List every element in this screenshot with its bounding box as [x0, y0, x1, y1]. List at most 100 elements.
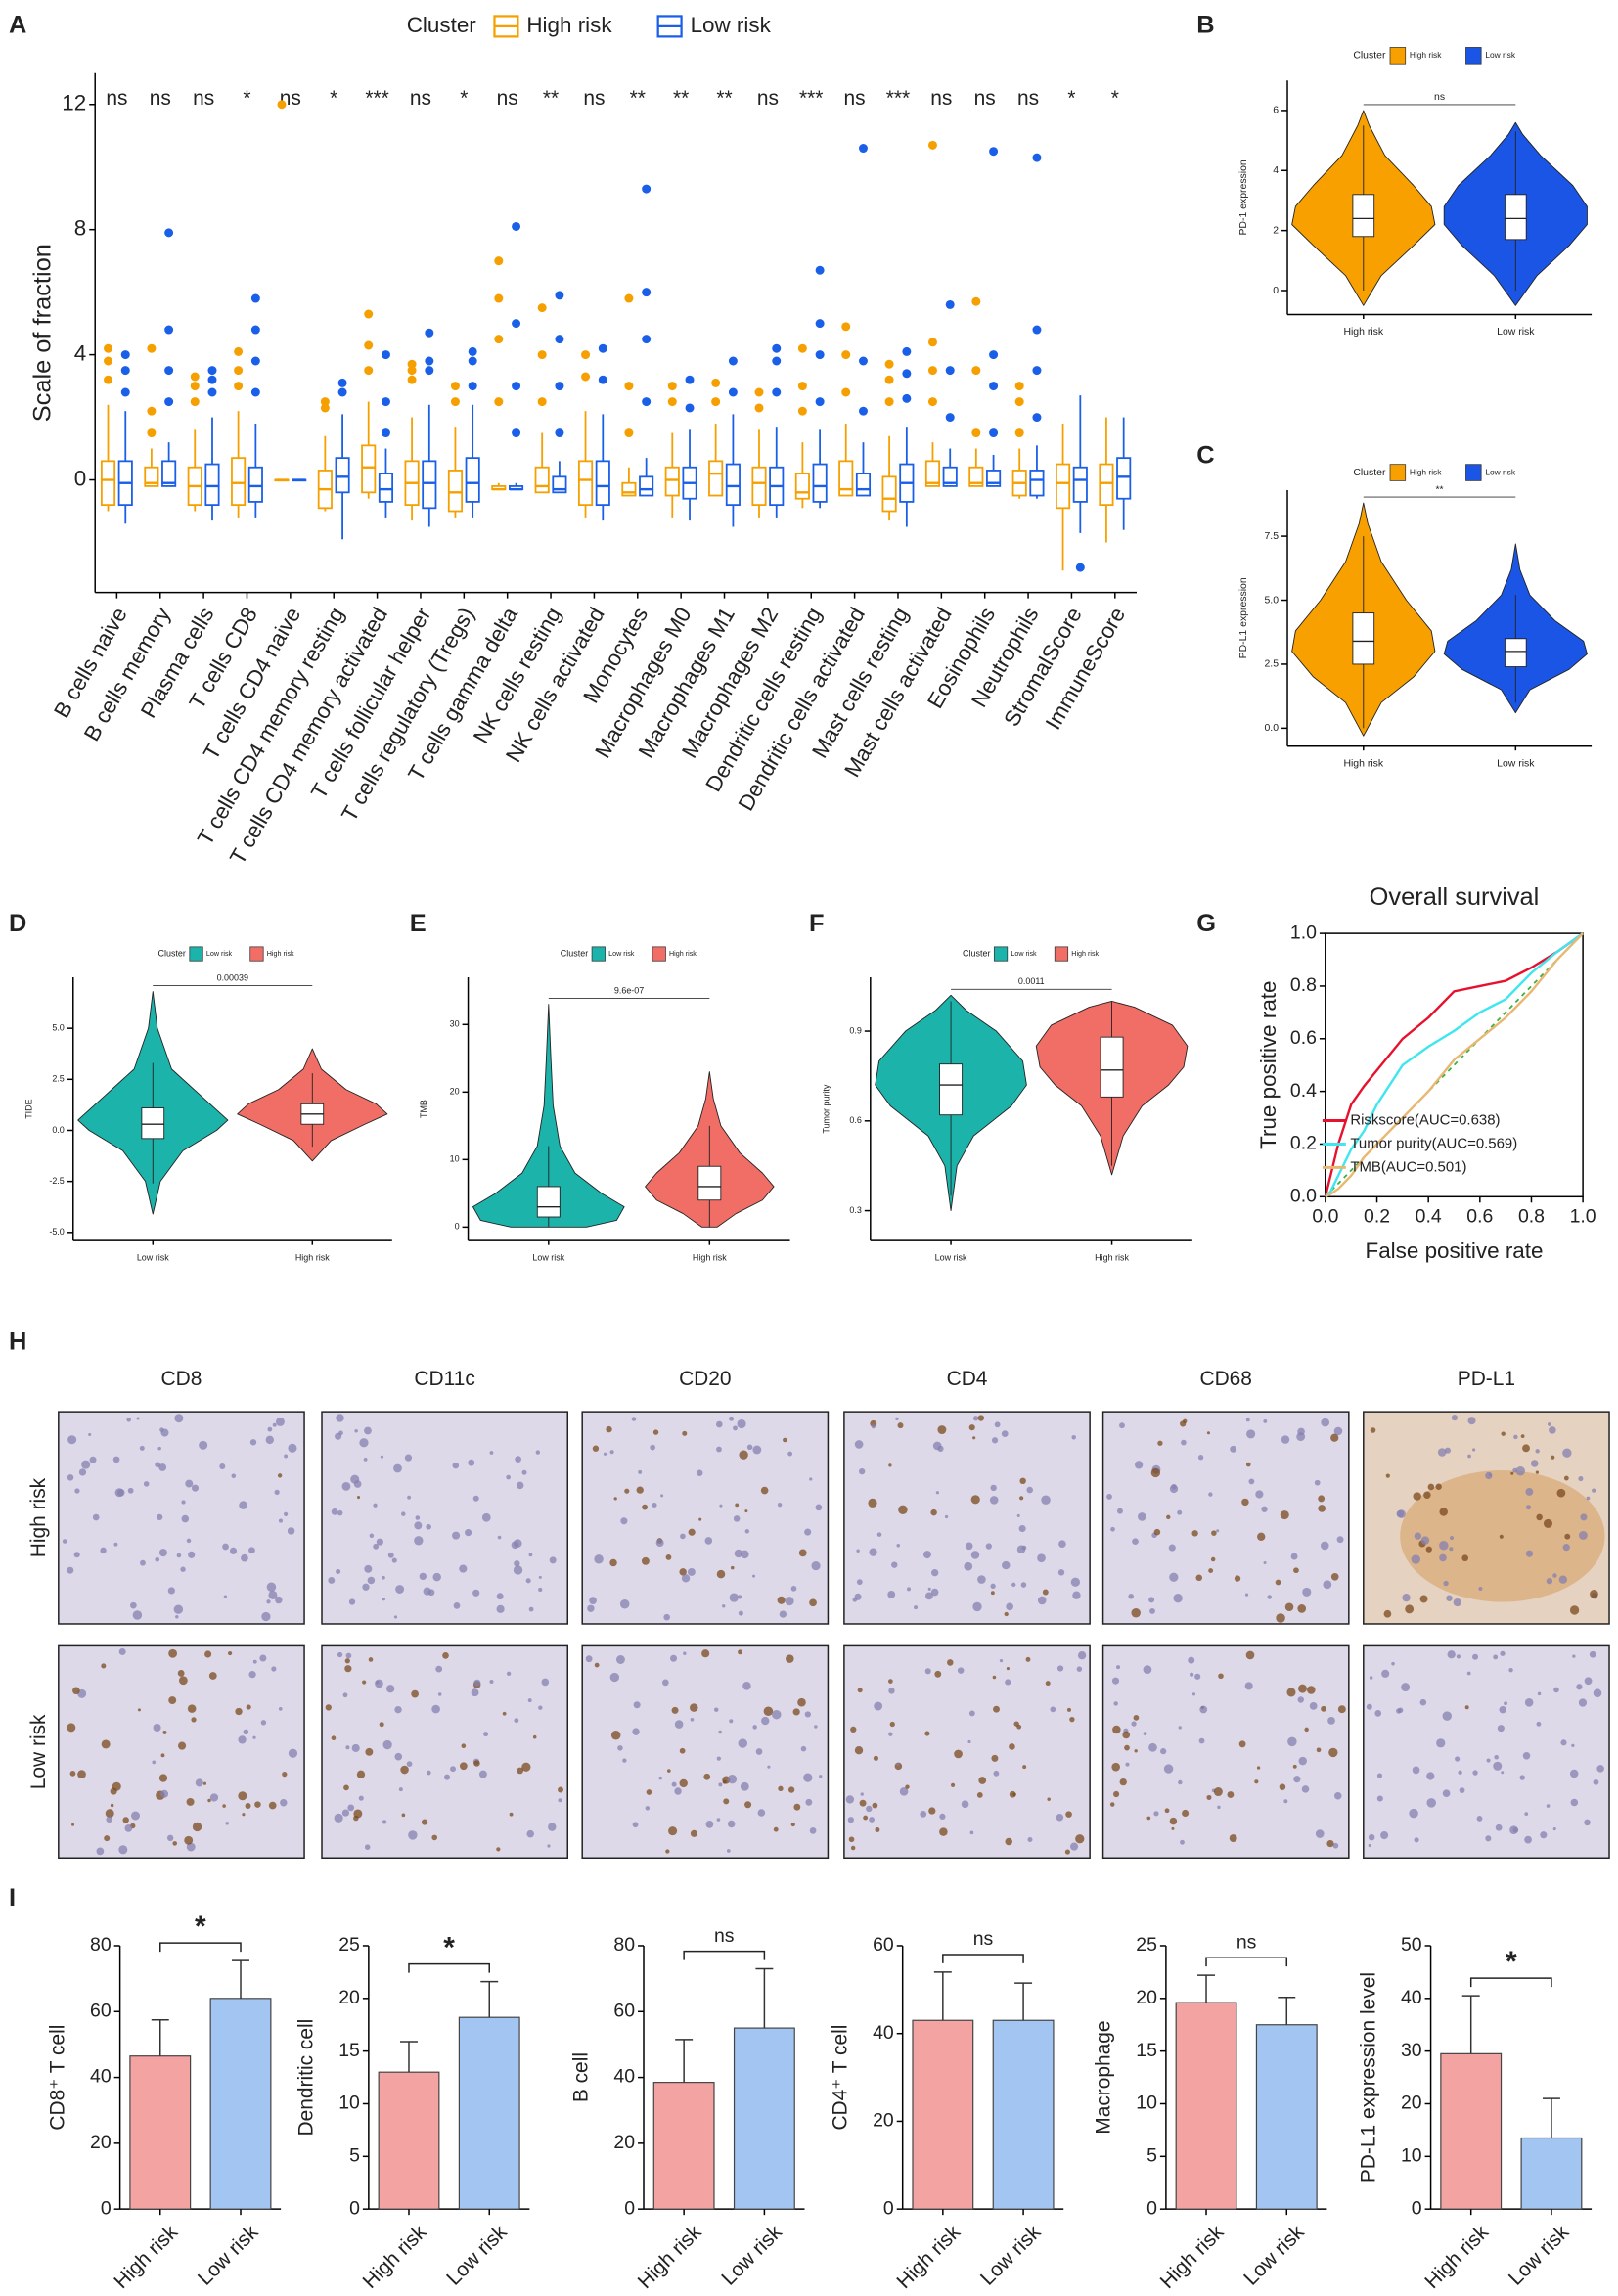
ihc-cell: [587, 1604, 595, 1612]
outlier: [120, 350, 130, 360]
ihc-frame: [58, 1644, 305, 1860]
y-tick-label: 10: [1401, 2144, 1422, 2166]
ihc-cell: [977, 1575, 986, 1584]
ihc-cell: [1524, 1812, 1529, 1817]
ihc-cell: [1037, 1553, 1046, 1563]
ihc-cell: [609, 1558, 617, 1567]
outlier: [1032, 153, 1042, 162]
ihc-cell: [850, 1726, 857, 1733]
y-tick-label: 8: [74, 216, 86, 241]
ihc-cell: [471, 1688, 479, 1697]
ihc-cell: [964, 1561, 973, 1571]
ihc-cell: [549, 1556, 557, 1564]
ihc-cell: [157, 1513, 163, 1521]
panel-label: E: [410, 910, 427, 937]
x-tick-label: High risk: [892, 2221, 965, 2293]
ihc-cell: [207, 1798, 211, 1803]
ihc-cell: [1132, 1538, 1139, 1546]
ihc-cell: [380, 1455, 384, 1459]
ihc-cell: [359, 1438, 369, 1448]
x-tick-label: High risk: [110, 2221, 182, 2293]
y-tick-label: 5.0: [1265, 595, 1280, 606]
ihc-cell: [1182, 1809, 1190, 1817]
box: [939, 1063, 964, 1116]
ihc-cell: [809, 1827, 817, 1834]
ihc-frame: [321, 1411, 568, 1625]
outlier: [667, 382, 677, 391]
x-tick-label: High risk: [1420, 2221, 1493, 2293]
ihc-cell: [1076, 1666, 1083, 1672]
significance-label: **: [673, 87, 689, 110]
bar: [733, 2027, 795, 2210]
outlier: [754, 403, 764, 413]
ihc-cell: [1306, 1686, 1316, 1694]
y-axis-label: True positive rate: [1256, 981, 1281, 1149]
ihc-cell: [1320, 1541, 1329, 1551]
ihc-cell: [1022, 1765, 1027, 1770]
outlier: [277, 100, 287, 110]
ihc-cell: [589, 1597, 597, 1604]
ihc-cell: [863, 1815, 869, 1821]
ihc-cell: [1178, 1779, 1183, 1785]
outlier: [147, 428, 157, 438]
outlier: [381, 428, 390, 438]
y-axis-label: Scale of fraction: [29, 244, 57, 422]
ihc-cell: [1576, 1684, 1583, 1690]
ihc-cell: [514, 1718, 519, 1724]
ihc-cell: [1254, 1779, 1259, 1784]
ihc-cell: [162, 1730, 167, 1734]
ihc-cell: [850, 1845, 856, 1851]
ihc-cell: [1590, 1590, 1598, 1598]
legend-title: Cluster: [158, 948, 186, 958]
ihc-cell: [1261, 1506, 1268, 1512]
ihc-cell: [362, 1583, 370, 1591]
ihc-cell: [1447, 1650, 1456, 1659]
ihc-cell: [1189, 1672, 1194, 1677]
outlier: [120, 366, 130, 376]
ihc-cell: [118, 1845, 128, 1855]
ihc-cell: [1117, 1508, 1123, 1514]
ihc-cell: [906, 1587, 911, 1592]
y-axis-label: TIDE: [23, 1099, 33, 1118]
ihc-cell: [336, 1414, 344, 1422]
y-tick-label: 20: [613, 2132, 635, 2153]
ihc-cell: [746, 1444, 753, 1451]
ihc-cell: [752, 1445, 762, 1455]
ihc-cell: [738, 1649, 742, 1655]
outlier: [512, 428, 521, 438]
ihc-cell: [755, 1748, 763, 1755]
ihc-cell: [992, 1675, 997, 1680]
ihc-cell: [1072, 1591, 1081, 1599]
outlier: [841, 350, 851, 360]
legend-swatch: [1054, 946, 1069, 962]
y-tick-label: 0.0: [1265, 723, 1280, 734]
ihc-cell: [363, 1457, 368, 1462]
y-tick-label: 20: [338, 1987, 360, 2008]
ihc-cell: [513, 1565, 523, 1575]
outlier: [512, 382, 521, 391]
ihc-cell: [502, 1711, 507, 1716]
ihc-cell: [683, 1651, 687, 1655]
ihc-cell: [622, 1758, 627, 1763]
outlier: [685, 403, 695, 413]
ihc-cell: [143, 1481, 150, 1487]
ihc-cell: [930, 1569, 939, 1577]
ihc-cell: [735, 1503, 740, 1508]
panel-label: G: [1196, 910, 1216, 937]
ihc-cell: [345, 1652, 352, 1659]
ihc-cell: [1173, 1594, 1183, 1603]
legend-label: High risk: [1410, 50, 1442, 60]
ihc-cell: [344, 1658, 350, 1664]
ihc-cell: [208, 1672, 217, 1680]
ihc-cell: [727, 1774, 738, 1784]
ihc-cell: [266, 1599, 271, 1604]
bar: [129, 2055, 192, 2210]
outlier: [1014, 382, 1024, 391]
ihc-cell: [1458, 1770, 1462, 1775]
ihc-cell: [1409, 1808, 1418, 1819]
ihc-cell: [655, 1539, 664, 1548]
ihc-cell: [1467, 1454, 1471, 1459]
significance-label: 9.6e-07: [614, 986, 644, 996]
ihc-cell: [558, 1798, 562, 1803]
ihc-cell: [1391, 1661, 1395, 1666]
